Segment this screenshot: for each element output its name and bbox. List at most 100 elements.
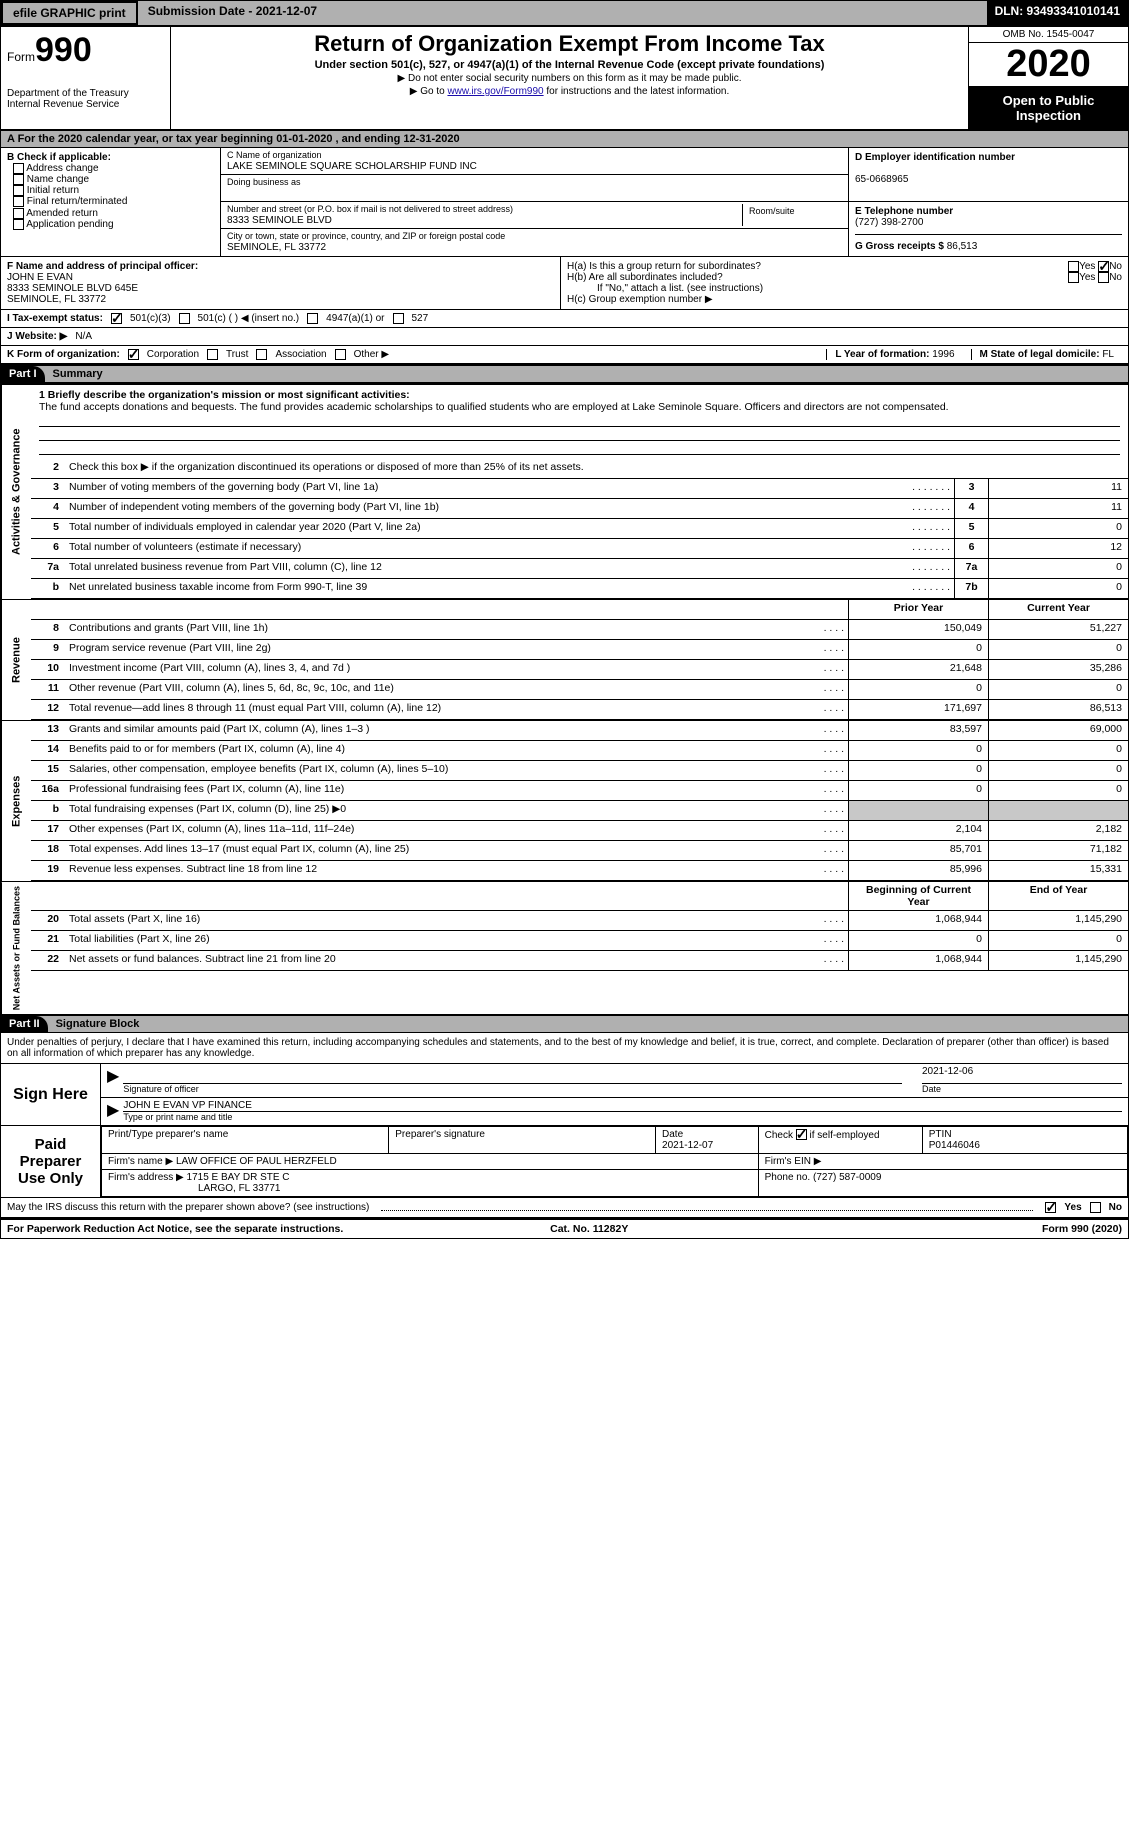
discuss-no[interactable] [1090,1202,1101,1213]
mission-text: The fund accepts donations and bequests.… [39,401,949,413]
val-4: 11 [988,499,1128,518]
page-footer: For Paperwork Reduction Act Notice, see … [1,1219,1128,1238]
hb-yes[interactable] [1068,272,1079,283]
line-b: Total fundraising expenses (Part IX, col… [65,801,848,820]
curr-12: 86,513 [988,700,1128,719]
open-inspection: Open to Public Inspection [969,87,1128,129]
side-revenue: Revenue [1,600,31,720]
curr-11: 0 [988,680,1128,699]
ein: 65-0668965 [855,174,908,185]
curr-22: 1,145,290 [988,951,1128,970]
prior-18: 85,701 [848,841,988,860]
ck-corp[interactable] [128,349,139,360]
firm-addr: 1715 E BAY DR STE C [187,1172,290,1183]
curr-20: 1,145,290 [988,911,1128,930]
hb-no[interactable] [1098,272,1109,283]
side-expenses: Expenses [1,721,31,881]
end-year-hdr: End of Year [988,882,1128,910]
efile-print-button[interactable]: efile GRAPHIC print [1,1,138,25]
prior-8: 150,049 [848,620,988,639]
top-toolbar: efile GRAPHIC print Submission Date - 20… [1,1,1128,27]
ck-assoc[interactable] [256,349,267,360]
officer-name: JOHN E EVAN VP FINANCE [123,1100,1122,1112]
checkbox-amended[interactable] [13,208,24,219]
prior-12: 171,697 [848,700,988,719]
irs-link[interactable]: www.irs.gov/Form990 [447,86,543,97]
checkbox-final[interactable] [13,196,24,207]
ck-other[interactable] [335,349,346,360]
dln-label: DLN: 93493341010141 [987,1,1128,25]
curr-15: 0 [988,761,1128,780]
form-note2: ▶ Go to www.irs.gov/Form990 for instruct… [175,86,964,97]
curr-10: 35,286 [988,660,1128,679]
curr-13: 69,000 [988,721,1128,740]
checkbox-initial[interactable] [13,185,24,196]
firm-phone: (727) 587-0009 [813,1172,881,1183]
curr-8: 51,227 [988,620,1128,639]
discuss-yes[interactable] [1045,1202,1056,1213]
line-5: Total number of individuals employed in … [65,519,954,538]
line-19: Revenue less expenses. Subtract line 18 … [65,861,848,880]
prior-b [848,801,988,820]
ha-no[interactable] [1098,261,1109,272]
checkbox-pending[interactable] [13,219,24,230]
checkbox-name-change[interactable] [13,174,24,185]
box-i: I Tax-exempt status: 501(c)(3) 501(c) ( … [1,310,1128,328]
prior-11: 0 [848,680,988,699]
ck-501c3[interactable] [111,313,122,324]
prior-15: 0 [848,761,988,780]
checkbox-addr-change[interactable] [13,163,24,174]
city-state: SEMINOLE, FL 33772 [227,242,326,253]
box-b: B Check if applicable: Address change Na… [1,148,221,256]
form-number: 990 [35,31,92,69]
curr-14: 0 [988,741,1128,760]
line-20: Total assets (Part X, line 16) . . . . [65,911,848,930]
ck-527[interactable] [393,313,404,324]
line-12: Total revenue—add lines 8 through 11 (mu… [65,700,848,719]
ck-501c[interactable] [179,313,190,324]
discuss-line: May the IRS discuss this return with the… [1,1198,1128,1219]
box-j: J Website: ▶N/A [1,328,1128,346]
val-b: 0 [988,579,1128,598]
gross-receipts: 86,513 [947,241,978,252]
curr-9: 0 [988,640,1128,659]
prior-17: 2,104 [848,821,988,840]
prior-9: 0 [848,640,988,659]
form-title: Return of Organization Exempt From Incom… [175,31,964,57]
org-name: LAKE SEMINOLE SQUARE SCHOLARSHIP FUND IN… [227,161,477,172]
ck-trust[interactable] [207,349,218,360]
line-17: Other expenses (Part IX, column (A), lin… [65,821,848,840]
line-16a: Professional fundraising fees (Part IX, … [65,781,848,800]
curr-17: 2,182 [988,821,1128,840]
submission-date: Submission Date - 2021-12-07 [140,1,325,25]
arrow-icon: ▶ [107,1066,119,1095]
dept-label: Department of the Treasury Internal Reve… [7,88,164,110]
current-year-hdr: Current Year [988,600,1128,619]
box-k-l-m: K Form of organization: Corporation Trus… [1,346,1128,365]
side-governance: Activities & Governance [1,385,31,599]
phone: (727) 398-2700 [855,217,923,228]
line-8: Contributions and grants (Part VIII, lin… [65,620,848,639]
ck-self-employed[interactable] [796,1129,807,1140]
line-14: Benefits paid to or for members (Part IX… [65,741,848,760]
prior-13: 83,597 [848,721,988,740]
curr-16a: 0 [988,781,1128,800]
ha-yes[interactable] [1068,261,1079,272]
line-4: Number of independent voting members of … [65,499,954,518]
box-h: H(a) Is this a group return for subordin… [561,257,1128,309]
ck-4947[interactable] [307,313,318,324]
prior-16a: 0 [848,781,988,800]
line-b: Net unrelated business taxable income fr… [65,579,954,598]
penalties-text: Under penalties of perjury, I declare th… [1,1033,1128,1064]
prior-22: 1,068,944 [848,951,988,970]
line-22: Net assets or fund balances. Subtract li… [65,951,848,970]
omb-number: OMB No. 1545-0047 [969,27,1128,43]
paid-preparer-label: Paid Preparer Use Only [1,1126,101,1197]
line-10: Investment income (Part VIII, column (A)… [65,660,848,679]
val-5: 0 [988,519,1128,538]
begin-year-hdr: Beginning of Current Year [848,882,988,910]
line-7a: Total unrelated business revenue from Pa… [65,559,954,578]
mission-q: 1 Briefly describe the organization's mi… [39,389,410,401]
line2: Check this box ▶ if the organization dis… [65,459,1128,478]
part2-header: Part II Signature Block [1,1014,1128,1033]
